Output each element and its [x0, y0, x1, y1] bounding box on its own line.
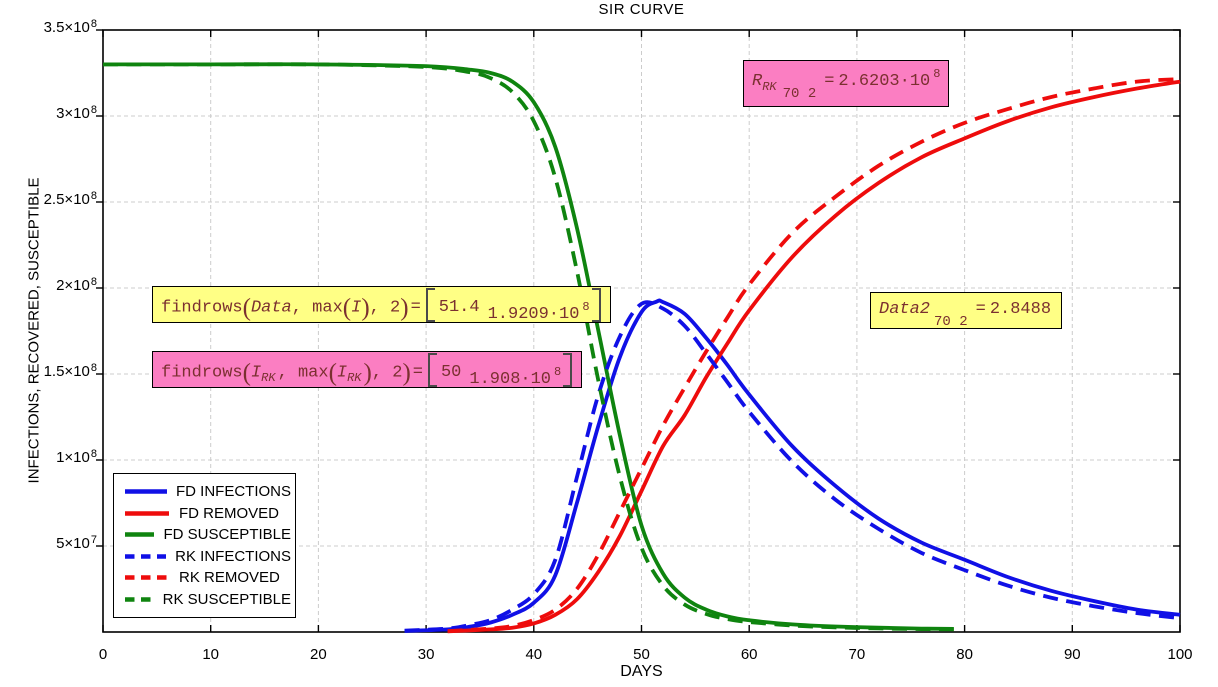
math-segment: 2.6203·10	[838, 72, 931, 91]
legend-item-rk-infections: RK INFECTIONS	[124, 548, 291, 565]
math-segment: max	[312, 298, 343, 318]
math-segment: 51.4	[438, 298, 480, 318]
math-segment: (	[242, 359, 251, 387]
math-segment: findrows	[161, 363, 243, 383]
math-segment: 8	[554, 365, 562, 380]
math-segment: =	[412, 363, 423, 383]
math-segment: Data	[250, 298, 292, 318]
y-tick-label: 3×108	[56, 104, 97, 122]
math-segment: 2.8488	[989, 300, 1052, 319]
curve-rk-removed	[447, 77, 1181, 633]
legend-item-rk-removed: RK REMOVED	[124, 569, 291, 586]
math-segment: I	[336, 363, 348, 383]
dashed-line-sample	[125, 554, 167, 559]
x-tick-label: 0	[98, 646, 108, 663]
legend-label: FD SUSCEPTIBLE	[163, 526, 291, 544]
y-tick-label: 2×108	[56, 276, 97, 294]
math-segment: )	[400, 294, 409, 322]
matrix-bracket-close	[591, 288, 601, 322]
curve-fd-infections	[404, 298, 1181, 633]
math-segment: max	[297, 363, 329, 383]
y-tick-label: 3.5×108	[43, 18, 97, 36]
math-segment: (	[242, 294, 251, 322]
x-tick-label: 20	[310, 646, 327, 663]
legend-item-fd-susceptible: FD SUSCEPTIBLE	[124, 526, 291, 543]
x-tick-label: 100	[1167, 646, 1193, 663]
y-axis-label: INFECTIONS, RECOVERED, SUSCEPTIBLE	[25, 177, 43, 483]
math-segment: )	[361, 294, 370, 322]
math-segment: RK	[762, 80, 777, 94]
dashed-line-sample	[125, 597, 154, 602]
matrix-bracket-close	[563, 353, 573, 387]
annotation-data2-value[interactable]: Data270 2 = 2.8488	[870, 292, 1063, 330]
math-segment: ,	[291, 298, 313, 318]
legend-label: RK INFECTIONS	[175, 547, 291, 565]
x-tick-label: 70	[848, 646, 866, 663]
x-tick-label: 60	[740, 646, 758, 663]
curve-fd-removed	[447, 79, 1181, 634]
x-axis-label: DAYS	[620, 663, 663, 680]
y-tick-label: 1.5×108	[43, 362, 97, 380]
annotation-findrows-rk-peak[interactable]: findrows(IRK, max(IRK), 2) = 50 1.908·10 8	[152, 351, 583, 390]
math-segment: Data2	[879, 300, 931, 319]
dashed-line-sample	[125, 575, 169, 581]
math-segment: )	[402, 359, 411, 387]
matrix-bracket-open	[427, 353, 437, 387]
math-segment: 50	[440, 363, 462, 383]
x-tick-label: 30	[417, 646, 435, 663]
math-segment: RK	[347, 371, 362, 386]
legend-label: FD REMOVED	[179, 504, 280, 522]
math-segment: 8	[582, 300, 590, 315]
math-segment: =	[824, 72, 835, 91]
x-tick-label: 40	[525, 646, 543, 663]
math-segment: =	[410, 298, 421, 318]
curve-rk-susceptible	[103, 62, 954, 632]
math-segment: R	[752, 72, 763, 91]
legend-label: RK SUSCEPTIBLE	[162, 590, 291, 608]
math-segment: (	[328, 359, 337, 387]
y-tick-label: 1×108	[56, 448, 97, 466]
math-segment: 1.908·10	[469, 370, 552, 390]
x-tick-label: 80	[956, 646, 973, 663]
math-segment: RK	[261, 371, 276, 386]
math-segment: )	[363, 359, 372, 387]
curve-rk-infections	[404, 300, 1181, 633]
y-tick-label: 2.5×108	[43, 190, 97, 208]
math-segment: findrows	[161, 298, 243, 318]
legend-box: FD INFECTIONS FD REMOVED FD SUSCEPTIBLE RK …	[113, 473, 296, 618]
math-segment: I	[351, 298, 362, 318]
math-segment: , 2	[371, 363, 403, 383]
y-tick-label: 5×107	[56, 534, 97, 552]
chart-title: SIR CURVE	[598, 1, 685, 18]
annotation-findrows-fd-peak[interactable]: findrows(Data, max(I), 2) = 51.4 1.9209·10 8	[152, 286, 611, 325]
math-segment: 70 2	[782, 86, 817, 102]
x-tick-label: 50	[633, 646, 650, 663]
math-segment: 8	[933, 67, 941, 81]
legend-item-fd-infections: FD INFECTIONS	[124, 483, 291, 500]
math-segment: 1.9209·10	[487, 305, 580, 325]
matrix-bracket-open	[425, 288, 435, 322]
x-tick-label: 90	[1063, 646, 1081, 663]
math-segment: (	[342, 294, 352, 322]
math-segment: =	[975, 300, 986, 319]
math-segment: , 2	[369, 298, 401, 318]
annotation-rk-removed-value[interactable]: RRK 70 2 = 2.6203·10 8	[743, 60, 950, 107]
math-segment: ,	[277, 363, 298, 383]
solid-line-sample	[125, 532, 155, 537]
solid-line-sample	[125, 510, 169, 516]
solid-line-sample	[125, 489, 167, 494]
curve-fd-susceptible	[103, 62, 954, 631]
math-segment: I	[250, 363, 262, 383]
x-tick-label: 10	[202, 646, 220, 663]
legend-item-fd-removed: FD REMOVED	[124, 505, 291, 522]
legend-label: RK REMOVED	[179, 569, 280, 587]
legend-label: FD INFECTIONS	[176, 483, 291, 500]
math-segment: 70 2	[934, 314, 968, 330]
legend-item-rk-susceptible: RK SUSCEPTIBLE	[124, 591, 291, 608]
